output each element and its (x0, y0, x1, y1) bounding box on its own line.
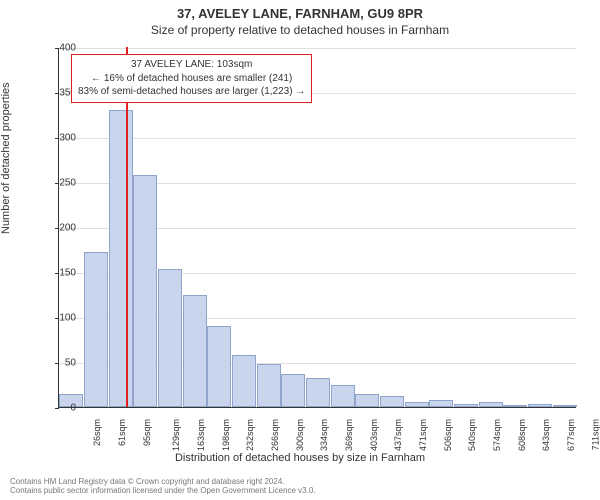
callout-line3: 83% of semi-detached houses are larger (… (78, 85, 305, 99)
marker-callout: 37 AVELEY LANE: 103sqm ← 16% of detached… (71, 54, 312, 103)
xtick-label: 232sqm (245, 419, 255, 451)
attribution-line1: Contains HM Land Registry data © Crown c… (10, 477, 316, 487)
histogram-bar (158, 269, 182, 407)
xtick-label: 711sqm (590, 419, 600, 450)
ytick-label: 300 (46, 133, 76, 144)
ytick-label: 50 (46, 358, 76, 369)
histogram-bar (109, 110, 133, 407)
histogram-bar (232, 355, 256, 407)
ytick-label: 200 (46, 223, 76, 234)
xtick-label: 129sqm (171, 419, 181, 451)
callout-line1: 37 AVELEY LANE: 103sqm (78, 58, 305, 72)
histogram-bar (281, 374, 305, 407)
gridline (59, 138, 576, 139)
histogram-chart: 37 AVELEY LANE: 103sqm ← 16% of detached… (58, 48, 576, 408)
page-title: 37, AVELEY LANE, FARNHAM, GU9 8PR (0, 0, 600, 21)
histogram-bar (355, 394, 379, 407)
xtick-label: 95sqm (142, 419, 152, 446)
histogram-bar (479, 402, 503, 407)
histogram-bar (207, 326, 231, 407)
histogram-bar (380, 396, 404, 407)
xtick-label: 300sqm (295, 419, 305, 451)
xtick-label: 163sqm (196, 419, 206, 451)
xtick-label: 471sqm (418, 419, 428, 451)
xtick-label: 574sqm (492, 419, 502, 451)
histogram-bar (133, 175, 157, 407)
histogram-bar (503, 405, 527, 407)
x-axis-label: Distribution of detached houses by size … (0, 452, 600, 464)
xtick-label: 608sqm (517, 419, 527, 451)
histogram-bar (553, 405, 577, 407)
histogram-bar (528, 404, 552, 407)
xtick-label: 403sqm (369, 419, 379, 451)
histogram-bar (183, 295, 207, 408)
xtick-label: 369sqm (344, 419, 354, 451)
ytick-label: 400 (46, 43, 76, 54)
xtick-label: 61sqm (117, 419, 127, 446)
histogram-bar (331, 385, 355, 407)
xtick-label: 506sqm (443, 419, 453, 451)
histogram-bar (429, 400, 453, 407)
xtick-label: 198sqm (221, 419, 231, 451)
histogram-bar (257, 364, 281, 407)
xtick-label: 26sqm (92, 419, 102, 446)
ytick-label: 0 (46, 403, 76, 414)
attribution-line2: Contains public sector information licen… (10, 486, 316, 496)
xtick-label: 437sqm (393, 419, 403, 451)
xtick-label: 540sqm (467, 419, 477, 451)
gridline (59, 48, 576, 49)
xtick-label: 643sqm (541, 419, 551, 451)
histogram-bar (405, 402, 429, 407)
y-axis-label: Number of detached properties (0, 82, 12, 234)
histogram-bar (306, 378, 330, 407)
xtick-label: 334sqm (319, 419, 329, 451)
ytick-label: 150 (46, 268, 76, 279)
ytick-label: 100 (46, 313, 76, 324)
histogram-bar (84, 252, 108, 407)
ytick-label: 250 (46, 178, 76, 189)
histogram-bar (454, 404, 478, 407)
attribution-text: Contains HM Land Registry data © Crown c… (10, 477, 316, 496)
page-subtitle: Size of property relative to detached ho… (0, 21, 600, 37)
xtick-label: 677sqm (566, 419, 576, 451)
xtick-label: 266sqm (270, 419, 280, 451)
callout-line2: ← 16% of detached houses are smaller (24… (78, 72, 305, 86)
